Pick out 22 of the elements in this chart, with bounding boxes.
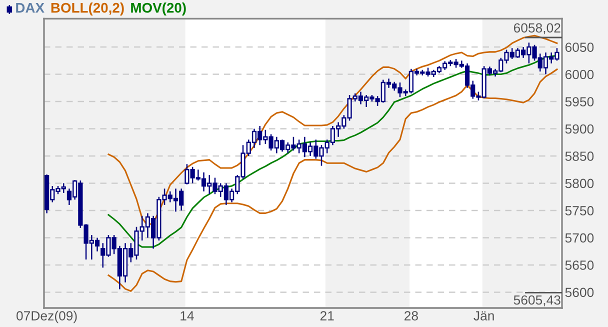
x-tick-label: 21 <box>320 311 334 320</box>
x-tick-label: 14 <box>180 311 194 320</box>
y-tick-label: 6000 <box>565 70 594 80</box>
annotation: 6058,02 <box>514 23 560 34</box>
y-tick-label: 5950 <box>565 97 594 106</box>
line-series <box>108 68 558 292</box>
legend-label: DAX <box>16 3 44 13</box>
x-tick-label: 07Dez(09) <box>16 310 77 324</box>
y-tick-label: 5650 <box>565 260 594 270</box>
annotation: 5605,43 <box>514 295 560 306</box>
y-tick-label: 5750 <box>565 206 594 216</box>
text: MOV(20) <box>131 2 186 16</box>
y-tick-label: 5600 <box>565 288 594 298</box>
line-series <box>108 34 558 226</box>
y-tick-label: 5850 <box>565 152 594 161</box>
y-tick-label: 5700 <box>565 233 594 243</box>
y-tick-label: 5900 <box>565 124 594 134</box>
x-tick-label: Jän <box>474 311 494 320</box>
y-tick-label: 5800 <box>565 178 594 188</box>
y-tick-label: 6050 <box>565 42 594 52</box>
x-tick-label: 28 <box>404 311 418 320</box>
text: BOLL(20,2) <box>51 2 124 16</box>
